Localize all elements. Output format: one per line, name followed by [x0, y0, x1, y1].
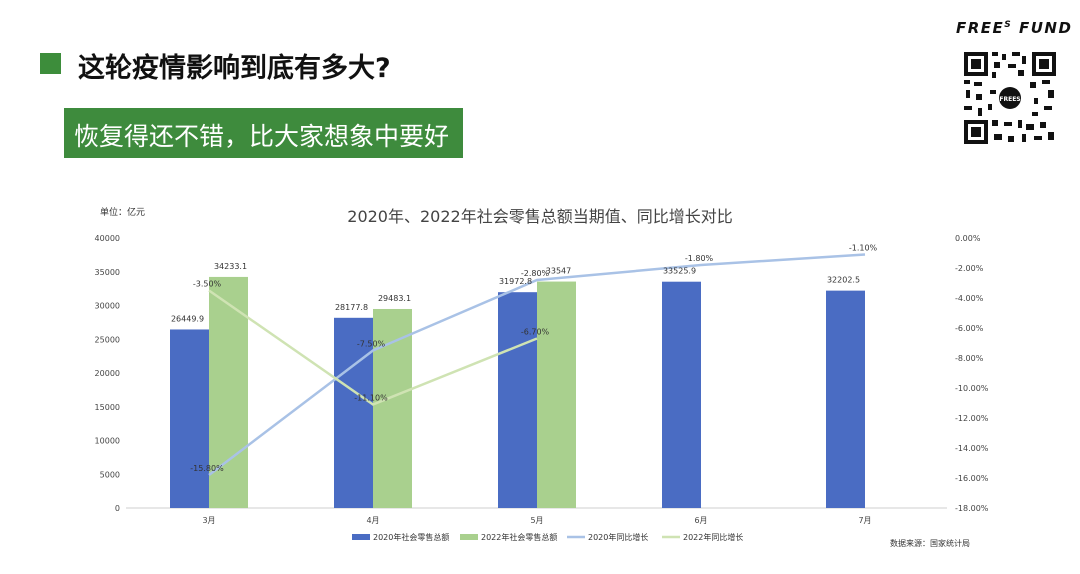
bar-series — [170, 276, 865, 508]
page-title: 这轮疫情影响到底有多大? — [78, 53, 391, 84]
bar-value-label: 29483.1 — [378, 294, 411, 303]
legend-swatch — [352, 534, 370, 540]
line-path — [208, 289, 538, 406]
left-tick-label: 15000 — [95, 403, 120, 412]
right-tick-label: -4.00% — [955, 294, 984, 303]
left-tick-label: 20000 — [95, 369, 120, 378]
left-tick-label: 5000 — [100, 470, 120, 479]
source-note: 数据来源：国家统计局 — [890, 538, 970, 548]
bar — [537, 281, 576, 508]
left-tick-label: 25000 — [95, 335, 120, 344]
line-value-label: -1.80% — [685, 254, 714, 263]
bar — [334, 317, 373, 508]
legend-label: 2022年社会零售总额 — [481, 532, 557, 542]
left-axis: 0 5000 10000 15000 20000 25000 30000 35000 40000 — [95, 234, 120, 513]
legend-label: 2020年社会零售总额 — [373, 532, 449, 542]
qr-code-icon[interactable]: FREES — [962, 50, 1058, 146]
right-tick-label: 0.00% — [955, 234, 981, 243]
right-tick-label: -12.00% — [955, 414, 989, 423]
qr-center-label: FREES — [999, 96, 1020, 103]
bar-value-label: 33547 — [546, 267, 571, 276]
right-tick-label: -10.00% — [955, 384, 989, 393]
subtitle-text: 恢复得还不错，比大家想象中要好 — [74, 122, 450, 151]
right-tick-label: -2.00% — [955, 264, 984, 273]
left-tick-label: 10000 — [95, 437, 120, 446]
bar — [170, 329, 209, 508]
bar — [826, 290, 865, 508]
right-tick-label: -16.00% — [955, 474, 989, 483]
bar-value-label: 33525.9 — [663, 267, 696, 276]
bar-value-label: 34233.1 — [214, 262, 247, 271]
left-tick-label: 0 — [115, 504, 120, 513]
line-series — [208, 253, 866, 476]
bar-value-label: 26449.9 — [171, 314, 204, 323]
brand-logo: FREES FUND — [956, 19, 1072, 37]
legend-swatch — [460, 534, 478, 540]
category-axis: 3月 4月 5月 6月 7月 — [202, 516, 871, 525]
category-label: 3月 — [202, 516, 215, 525]
right-tick-label: -6.00% — [955, 324, 984, 333]
line-value-label: -6.70% — [521, 328, 550, 337]
line-value-label: -1.10% — [849, 244, 878, 253]
right-tick-label: -18.00% — [955, 504, 989, 513]
bar-value-label: 32202.5 — [827, 276, 860, 285]
line-value-label: -11.10% — [354, 394, 388, 403]
line-value-label: -7.50% — [357, 340, 386, 349]
category-label: 7月 — [858, 516, 871, 525]
category-label: 6月 — [694, 516, 707, 525]
left-tick-label: 40000 — [95, 234, 120, 243]
right-tick-label: -14.00% — [955, 444, 989, 453]
bar — [498, 292, 537, 508]
chart-area: 2020年、2022年社会零售总额当期值、同比增长对比 单位：亿元 0 5000 1… — [0, 190, 1080, 570]
brand-name-pre: FREE — [956, 19, 1005, 37]
chart-title: 2020年、2022年社会零售总额当期值、同比增长对比 — [347, 207, 732, 226]
right-tick-label: -8.00% — [955, 354, 984, 363]
line-value-label: -15.80% — [190, 464, 224, 473]
subtitle-banner: 恢复得还不错，比大家想象中要好 — [64, 108, 463, 158]
legend-label: 2022年同比增长 — [683, 532, 743, 542]
line-value-label: -2.80% — [521, 269, 550, 278]
left-tick-label: 30000 — [95, 302, 120, 311]
brand-name-sup: S — [1004, 20, 1013, 30]
title-marker — [40, 53, 61, 74]
category-label: 4月 — [366, 516, 379, 525]
bar — [662, 281, 701, 508]
legend-label: 2020年同比增长 — [588, 532, 648, 542]
bar-value-label: 31972.8 — [499, 277, 532, 286]
category-label: 5月 — [530, 516, 543, 525]
right-axis: 0.00% -2.00% -4.00% -6.00% -8.00% -10.00% -12.… — [955, 234, 989, 513]
line-path — [208, 253, 866, 476]
line-value-label: -3.50% — [193, 280, 222, 289]
bar-value-label: 28177.8 — [335, 303, 368, 312]
brand-name-post: FUND — [1012, 19, 1073, 37]
left-tick-label: 35000 — [95, 268, 120, 277]
data-labels: 26449.9 28177.8 31972.8 33525.9 32202.5 34233… — [171, 244, 878, 474]
chart-legend: 2020年社会零售总额 2022年社会零售总额 2020年同比增长 2022年同比增长 — [352, 532, 743, 542]
retail-sales-chart: 2020年、2022年社会零售总额当期值、同比增长对比 单位：亿元 0 5000 1… — [95, 206, 989, 548]
bar — [209, 276, 248, 508]
unit-label: 单位：亿元 — [100, 206, 145, 218]
